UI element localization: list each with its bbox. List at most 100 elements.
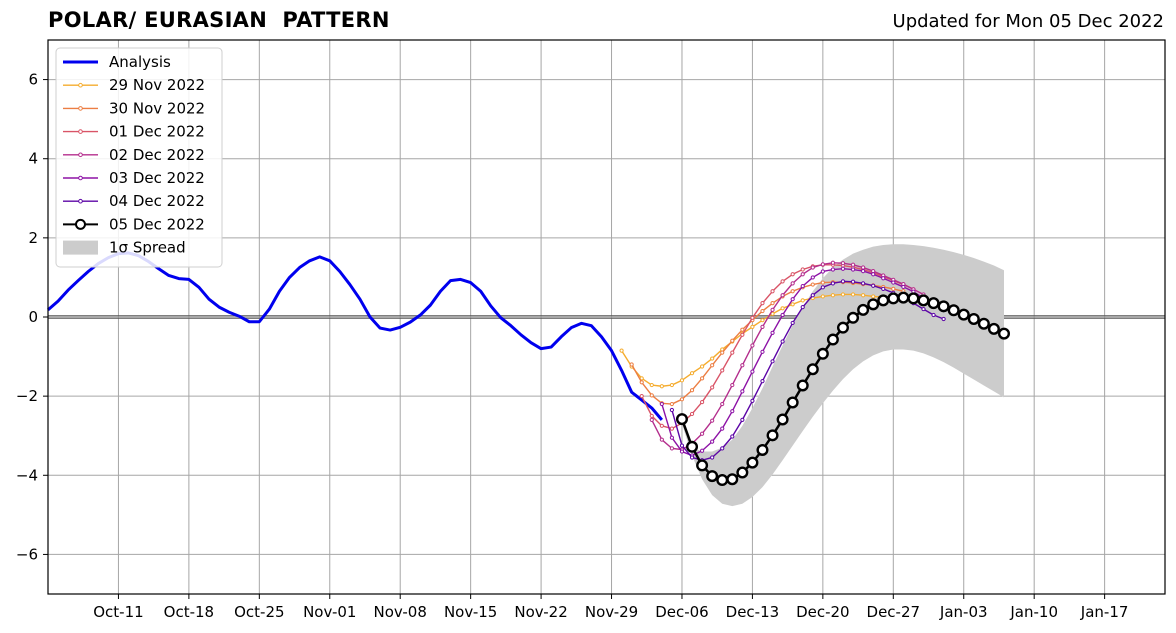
forecast-point <box>629 362 634 367</box>
forecast-point <box>800 284 805 289</box>
forecast-point <box>891 280 896 285</box>
y-tick-label: 6 <box>28 71 38 89</box>
legend: Analysis 29 Nov 2022 30 Nov 2022 01 Dec 202… <box>55 47 223 268</box>
forecast-point <box>639 394 644 399</box>
forecast-point <box>850 292 856 297</box>
forecast-point <box>699 431 705 436</box>
forecast-point <box>790 281 795 286</box>
forecast-point <box>679 449 685 454</box>
legend-label: 05 Dec 2022 <box>109 215 205 233</box>
forecast-point <box>877 294 890 307</box>
forecast-point <box>816 347 829 360</box>
forecast-point <box>766 429 779 442</box>
plot-frame <box>47 39 1166 595</box>
x-tick-label: Dec-20 <box>796 603 850 621</box>
forecast-point <box>840 279 846 284</box>
y-tick-label: −2 <box>16 387 38 405</box>
forecast-point <box>710 439 715 444</box>
forecast-point <box>800 298 805 303</box>
forecast-series <box>649 260 926 452</box>
forecast-point <box>720 368 725 373</box>
forecast-point <box>927 297 940 310</box>
x-tick-label: Nov-08 <box>374 603 427 621</box>
forecast-point <box>699 448 705 453</box>
forecast-point <box>790 272 795 277</box>
y-tick-label: 4 <box>28 150 38 168</box>
forecast-point <box>659 384 664 389</box>
forecast-point <box>679 378 685 383</box>
y-tick-label: −4 <box>16 466 38 484</box>
forecast-point <box>987 322 1000 335</box>
x-tick-label: Nov-15 <box>444 603 497 621</box>
legend-swatch <box>63 240 98 255</box>
forecast-point <box>760 318 765 323</box>
forecast-point <box>760 308 765 314</box>
forecast-point <box>810 265 815 270</box>
forecast-point <box>730 350 735 355</box>
forecast-point <box>931 312 936 318</box>
legend-label: 1σ Spread <box>109 239 186 257</box>
forecast-point <box>820 269 825 274</box>
forecast-point <box>830 267 836 272</box>
analysis-line <box>47 251 663 421</box>
forecast-point <box>699 364 705 369</box>
forecast-point <box>760 349 765 354</box>
forecast-point <box>750 315 755 320</box>
forecast-point <box>947 304 960 317</box>
forecast-point <box>770 359 775 364</box>
forecast-point <box>850 267 856 272</box>
forecast-point <box>861 265 866 270</box>
forecast-point <box>740 417 745 422</box>
forecast-point <box>730 382 735 388</box>
forecast-point <box>740 389 745 394</box>
y-tick-label: −6 <box>16 545 38 563</box>
forecast-point <box>770 330 775 335</box>
forecast-point <box>706 470 719 483</box>
forecast-point <box>800 305 805 310</box>
forecast-point <box>941 316 946 322</box>
forecast-point <box>850 279 856 284</box>
forecast-point <box>847 311 860 324</box>
forecast-point <box>917 294 930 307</box>
forecast-point <box>897 291 910 304</box>
forecast-series <box>675 291 1010 487</box>
forecast-point <box>800 267 805 272</box>
forecast-point <box>740 327 745 332</box>
forecast-point <box>750 324 755 329</box>
legend-box <box>55 47 223 268</box>
forecast-point <box>780 339 785 344</box>
legend-label: Analysis <box>109 53 171 71</box>
forecast-point <box>730 338 735 343</box>
forecast-point <box>840 261 846 266</box>
forecast-point <box>710 455 715 460</box>
forecast-point <box>689 388 695 393</box>
forecast-point <box>800 272 805 277</box>
forecast-point <box>810 275 815 280</box>
forecast-point <box>796 379 809 392</box>
x-tick-label: Jan-03 <box>939 603 988 621</box>
forecast-point <box>997 327 1010 340</box>
forecast-point <box>810 282 815 287</box>
forecast-point <box>619 348 624 353</box>
forecast-point <box>746 456 759 469</box>
x-tick-label: Oct-18 <box>164 603 214 621</box>
forecast-point <box>669 382 675 388</box>
forecast-point <box>871 283 876 288</box>
forecast-point <box>770 289 775 294</box>
forecast-line <box>661 268 934 457</box>
forecast-point <box>780 312 785 318</box>
forecast-point <box>861 281 866 286</box>
forecast-point <box>786 396 799 409</box>
forecast-point <box>907 292 920 305</box>
forecast-point <box>740 332 745 337</box>
forecast-point <box>957 308 970 321</box>
legend-label: 29 Nov 2022 <box>109 76 205 94</box>
forecast-point <box>830 260 836 265</box>
forecast-point <box>696 459 709 472</box>
forecast-line <box>621 293 894 387</box>
forecast-point <box>770 301 775 306</box>
legend-marker <box>78 198 83 204</box>
forecast-point <box>830 293 836 298</box>
x-tick-label: Nov-22 <box>514 603 567 621</box>
